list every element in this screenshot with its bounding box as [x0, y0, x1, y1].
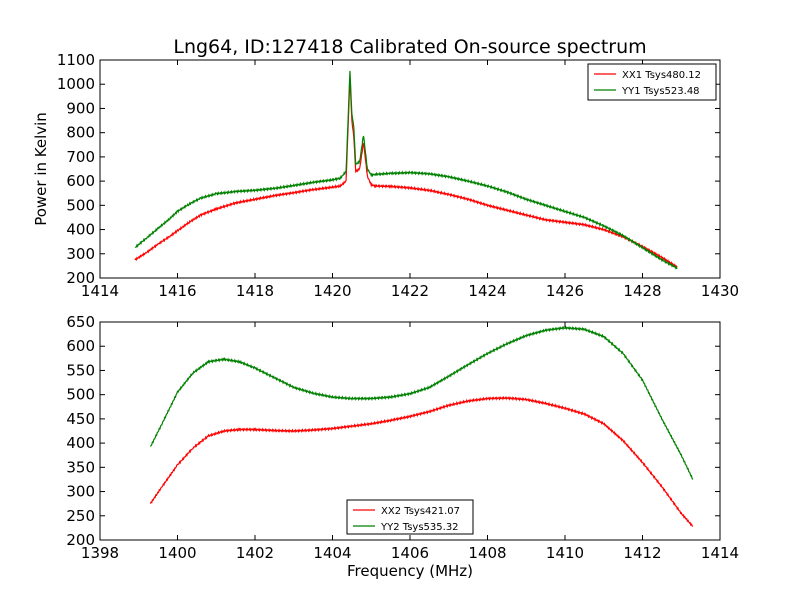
series-line-xx1: [134, 78, 678, 269]
y-tick-label: 1100: [57, 51, 95, 69]
y-tick-label: 700: [66, 148, 95, 166]
y-tick-label: 400: [66, 434, 95, 452]
y-tick-label: 200: [66, 269, 95, 287]
x-tick-label: 1430: [701, 282, 739, 300]
y-tick-label: 650: [66, 313, 95, 331]
x-tick-label: 1404: [313, 544, 351, 562]
legend-box: [346, 499, 474, 535]
y-tick-label: 250: [66, 507, 95, 525]
x-tick-label: 1416: [158, 282, 196, 300]
y-axis-label: Power in Kelvin: [32, 112, 50, 226]
legend: XX2 Tsys421.07 YY2 Tsys535.32: [346, 499, 474, 535]
y-tick-label: 800: [66, 124, 95, 142]
figure-title: Lng64, ID:127418 Calibrated On-source sp…: [173, 36, 646, 58]
x-tick-label: 1402: [236, 544, 274, 562]
y-tick-label: 1000: [57, 75, 95, 93]
x-tick-label: 1410: [546, 544, 584, 562]
x-tick-label: 1412: [623, 544, 661, 562]
y-tick-label: 900: [66, 99, 95, 117]
y-tick-label: 300: [66, 245, 95, 263]
series-line-xx2: [149, 395, 694, 527]
x-tick-label: 1418: [236, 282, 274, 300]
series-line-yy1: [134, 70, 678, 270]
y-tick-label: 400: [66, 221, 95, 239]
y-tick-label: 500: [66, 196, 95, 214]
x-tick-label: 1408: [468, 544, 506, 562]
x-tick-label: 1422: [391, 282, 429, 300]
y-tick-label: 300: [66, 483, 95, 501]
legend: XX1 Tsys480.12 YY1 Tsys523.48: [587, 63, 717, 101]
x-tick-label: 1406: [391, 544, 429, 562]
x-tick-label: 1420: [313, 282, 351, 300]
top-panel: 1414 1416 1418 1420 1422 1424 1426 1428 1430 200 3…: [32, 51, 739, 300]
y-tick-label: 600: [66, 172, 95, 190]
legend-entry: XX2 Tsys421.07: [381, 506, 460, 517]
x-tick-label: 1428: [623, 282, 661, 300]
legend-box: [587, 63, 717, 101]
y-tick-label: 200: [66, 531, 95, 549]
x-tick-label: 1398: [81, 544, 119, 562]
x-tick-label: 1414: [81, 282, 119, 300]
y-tick-label: 550: [66, 361, 95, 379]
x-axis-label: Frequency (MHz): [347, 562, 473, 580]
bottom-panel: 1398 1400 1402 1404 1406 1408 1410 1412 1414 200 2…: [66, 313, 739, 580]
y-tick-label: 350: [66, 458, 95, 476]
y-tick-label: 500: [66, 386, 95, 404]
legend-entry: YY2 Tsys535.32: [380, 522, 459, 533]
y-tick-label: 450: [66, 410, 95, 428]
x-tick-label: 1414: [701, 544, 739, 562]
series-line-yy2: [149, 325, 694, 480]
x-tick-label: 1424: [468, 282, 506, 300]
legend-entry: YY1 Tsys523.48: [621, 86, 700, 97]
x-tick-label: 1426: [546, 282, 584, 300]
x-tick-label: 1400: [158, 544, 196, 562]
legend-entry: XX1 Tsys480.12: [622, 70, 701, 81]
y-tick-label: 600: [66, 337, 95, 355]
